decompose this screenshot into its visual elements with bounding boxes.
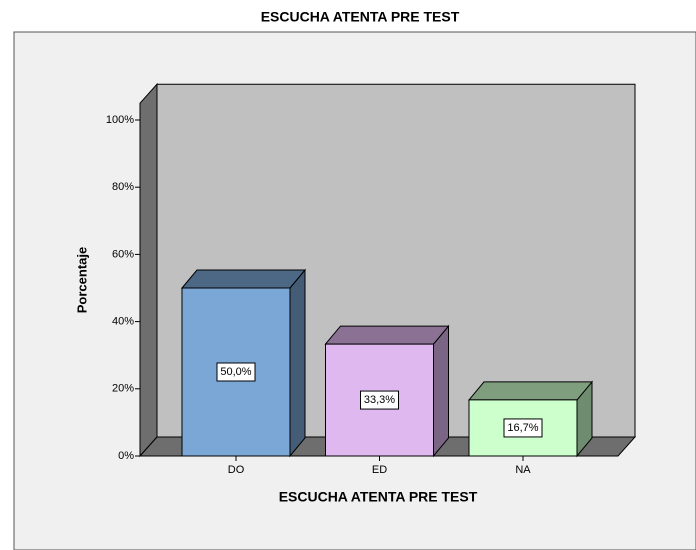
y-tick-label: 60%: [112, 248, 134, 260]
y-tick-label: 80%: [112, 181, 134, 193]
chart-title: ESCUCHA ATENTA PRE TEST: [261, 9, 460, 25]
x-tick-label: NA: [515, 464, 531, 476]
bar-side: [433, 324, 449, 458]
bar-top: [180, 269, 307, 289]
x-tick-label: ED: [372, 464, 387, 476]
bar-side: [289, 268, 306, 458]
y-tick-label: 40%: [112, 316, 134, 328]
left-wall: [139, 82, 158, 458]
bar-top: [324, 325, 450, 345]
bar-top: [467, 381, 594, 401]
data-label: 50,0%: [220, 366, 251, 378]
data-label-box: [503, 418, 543, 438]
x-axis-label: ESCUCHA ATENTA PRE TEST: [279, 489, 478, 505]
y-tick-label: 20%: [112, 383, 134, 395]
data-label-box: [360, 390, 399, 410]
y-tick-label: 100%: [106, 114, 134, 126]
data-label-box: [216, 362, 256, 382]
data-label: 33,3%: [364, 394, 395, 406]
data-label: 16,7%: [507, 422, 538, 434]
y-tick-label: 0%: [118, 450, 134, 462]
y-axis-label: Porcentaje: [74, 247, 89, 313]
x-tick-label: DO: [228, 464, 245, 476]
